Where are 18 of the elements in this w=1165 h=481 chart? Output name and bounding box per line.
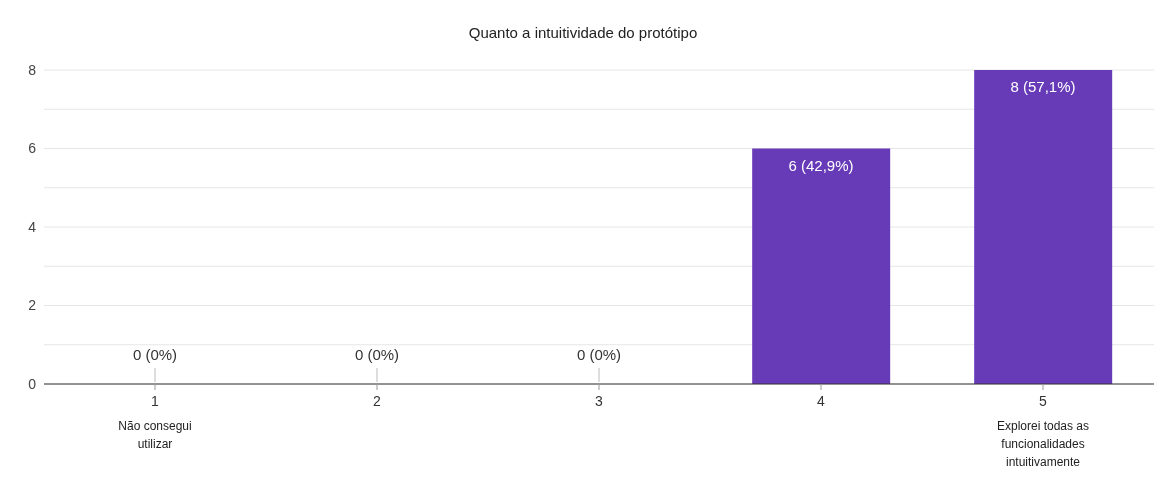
y-tick-label: 2 [28,297,37,314]
x-tick-label: 4 [817,393,826,409]
data-label: 0 (0%) [132,346,178,363]
x-tick-label: 3 [595,393,604,409]
y-tick-label: 0 [28,375,37,392]
y-tick-label: 6 [28,140,37,157]
text: Explorei todas as funcionalidades intuitivamente [996,419,1090,469]
text: Não consegui utilizar [118,419,192,451]
data-label: 0 (0%) [354,346,400,363]
x-tick-label: 2 [373,393,382,409]
y-tick-label: 8 [28,61,37,78]
data-label: 0 (0%) [576,346,622,363]
chart-title: Quanto a intuitividade do protótipo [467,23,699,43]
data-label: 6 (42,9%) [788,156,854,174]
x-tick-label: 1 [151,393,160,409]
x-tick-label: 5 [1039,393,1048,409]
data-label: 8 (57,1%) [1010,78,1076,95]
y-tick-label: 4 [28,218,37,235]
